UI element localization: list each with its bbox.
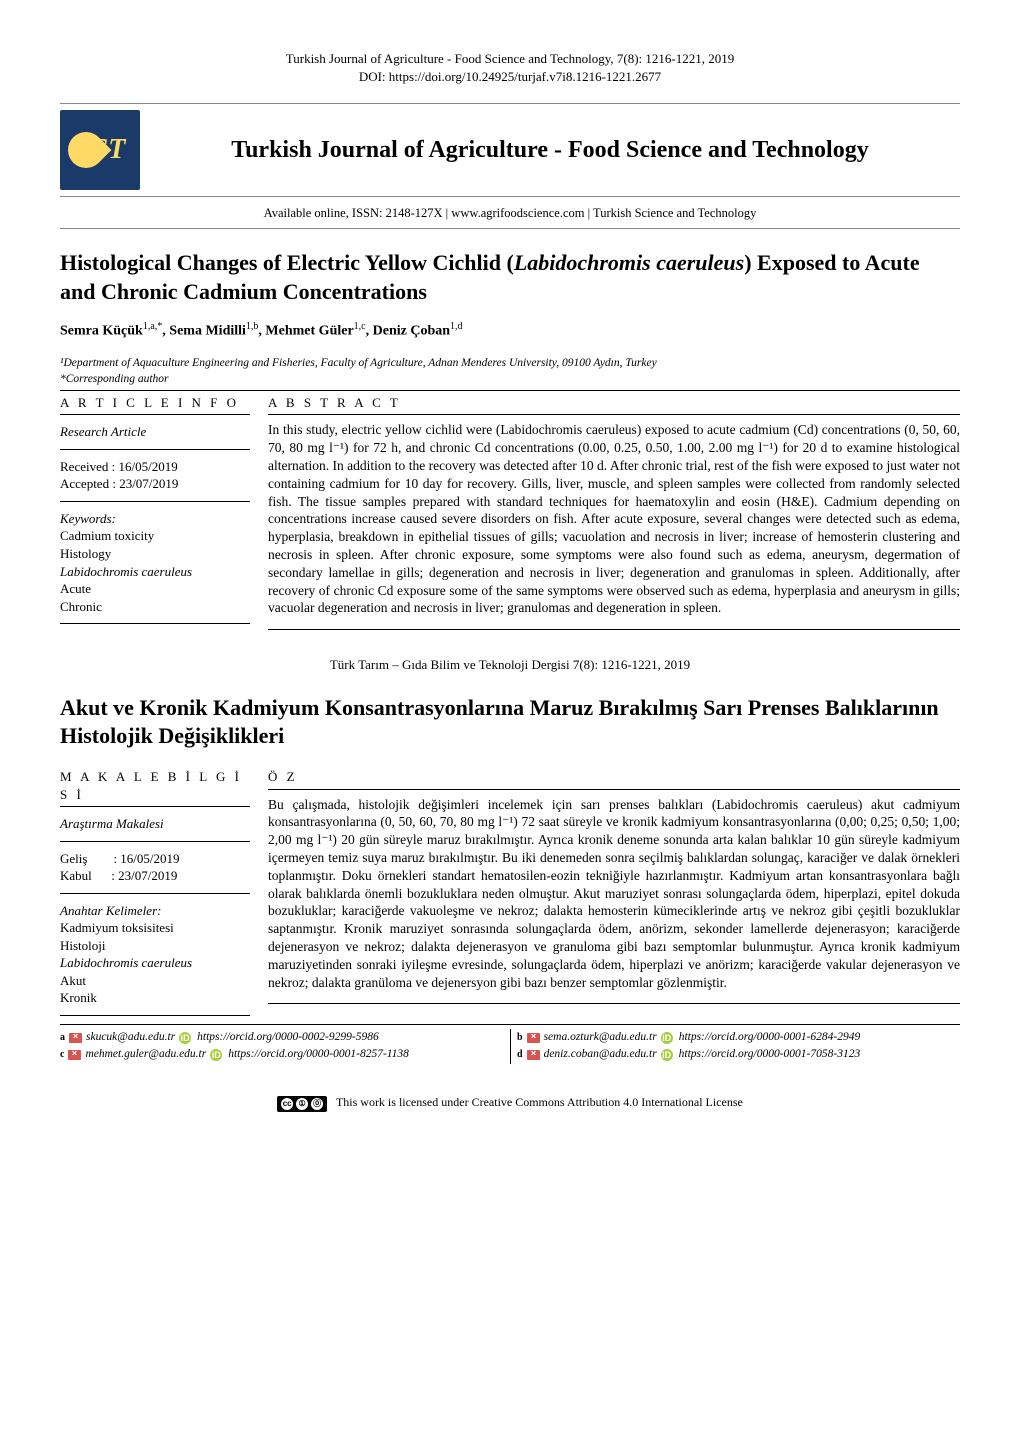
turkish-citation: Türk Tarım – Gıda Bilim ve Teknoloji Der… [60, 656, 960, 674]
contact-b: b sema.ozturk@adu.edu.tr iD https://orci… [510, 1029, 960, 1047]
corresponding-note: *Corresponding author [60, 372, 960, 391]
oz-head: Ö Z [268, 765, 960, 790]
abstract-col-en: A B S T R A C T In this study, electric … [268, 391, 960, 630]
orcid-icon: iD [210, 1049, 222, 1061]
dates-block: Received : 16/05/2019 Accepted : 23/07/2… [60, 450, 250, 502]
anahtar-kelimeler-label: Anahtar Kelimeler: [60, 902, 250, 920]
abstract-text-tr: Bu çalışmada, histolojik değişimleri inc… [268, 790, 960, 1005]
info-abstract-tr: M A K A L E B İ L G İ S İ Araştırma Maka… [60, 765, 960, 1016]
article-info-head: A R T I C L E I N F O [60, 391, 250, 416]
journal-full-citation: Turkish Journal of Agriculture - Food Sc… [60, 50, 960, 68]
keywords-block: Keywords: Cadmium toxicity Histology Lab… [60, 502, 250, 624]
gelis-date: Geliş : 16/05/2019 [60, 850, 250, 868]
received-date: Received : 16/05/2019 [60, 458, 250, 476]
keyword: Labidochromis caeruleus [60, 563, 250, 581]
abstract-head: A B S T R A C T [268, 391, 960, 416]
makale-bilgisi-head: M A K A L E B İ L G İ S İ [60, 765, 250, 807]
contact-d: d deniz.coban@adu.edu.tr iD https://orci… [510, 1046, 960, 1064]
keyword: Labidochromis caeruleus [60, 954, 250, 972]
contact-orcid-row: a skucuk@adu.edu.tr iD https://orcid.org… [60, 1024, 960, 1064]
license-line: cc①⓪ This work is licensed under Creativ… [60, 1094, 960, 1112]
keyword: Histology [60, 545, 250, 563]
mail-icon [69, 1033, 82, 1043]
keyword: Acute [60, 580, 250, 598]
license-text: This work is licensed under Creative Com… [336, 1095, 743, 1109]
keyword: Kadmiyum toksisitesi [60, 919, 250, 937]
keyword: Histoloji [60, 937, 250, 955]
mail-icon [527, 1050, 540, 1060]
abstract-col-tr: Ö Z Bu çalışmada, histolojik değişimleri… [268, 765, 960, 1016]
journal-banner: ST Turkish Journal of Agriculture - Food… [60, 103, 960, 197]
mail-icon [68, 1050, 81, 1060]
article-title-tr: Akut ve Kronik Kadmiyum Konsantrasyonlar… [60, 694, 960, 751]
affiliation: ¹Department of Aquaculture Engineering a… [60, 356, 960, 372]
contact-a: a skucuk@adu.edu.tr iD https://orcid.org… [60, 1029, 510, 1047]
authors-line: Semra Küçük1,a,*, Sema Midilli1,b, Mehme… [60, 320, 960, 342]
doi-line: DOI: https://doi.org/10.24925/turjaf.v7i… [60, 68, 960, 86]
info-abstract-en: A R T I C L E I N F O Research Article R… [60, 391, 960, 630]
journal-title: Turkish Journal of Agriculture - Food Sc… [140, 134, 960, 166]
orcid-icon: iD [661, 1032, 673, 1044]
abstract-text-en: In this study, electric yellow cichlid w… [268, 415, 960, 630]
kabul-date: Kabul : 23/07/2019 [60, 867, 250, 885]
journal-subline: Available online, ISSN: 2148-127X | www.… [60, 201, 960, 229]
mail-icon [527, 1033, 540, 1043]
keyword: Chronic [60, 598, 250, 616]
orcid-icon: iD [661, 1049, 673, 1061]
accepted-date: Accepted : 23/07/2019 [60, 475, 250, 493]
keywords-label: Keywords: [60, 510, 250, 528]
keywords-block-tr: Anahtar Kelimeler: Kadmiyum toksisitesi … [60, 894, 250, 1016]
research-type-block: Research Article [60, 415, 250, 450]
contact-c: c mehmet.guler@adu.edu.tr iD https://orc… [60, 1046, 510, 1064]
article-info-col-en: A R T I C L E I N F O Research Article R… [60, 391, 250, 630]
keyword: Kronik [60, 989, 250, 1007]
article-title-en: Histological Changes of Electric Yellow … [60, 249, 960, 306]
keyword: Akut [60, 972, 250, 990]
dates-block-tr: Geliş : 16/05/2019 Kabul : 23/07/2019 [60, 842, 250, 894]
header-citation: Turkish Journal of Agriculture - Food Sc… [60, 50, 960, 85]
keyword: Cadmium toxicity [60, 527, 250, 545]
orcid-icon: iD [179, 1032, 191, 1044]
research-type-block-tr: Araştırma Makalesi [60, 807, 250, 842]
cc-badge-icon: cc①⓪ [277, 1096, 327, 1112]
article-info-col-tr: M A K A L E B İ L G İ S İ Araştırma Maka… [60, 765, 250, 1016]
journal-logo-icon: ST [60, 110, 140, 190]
